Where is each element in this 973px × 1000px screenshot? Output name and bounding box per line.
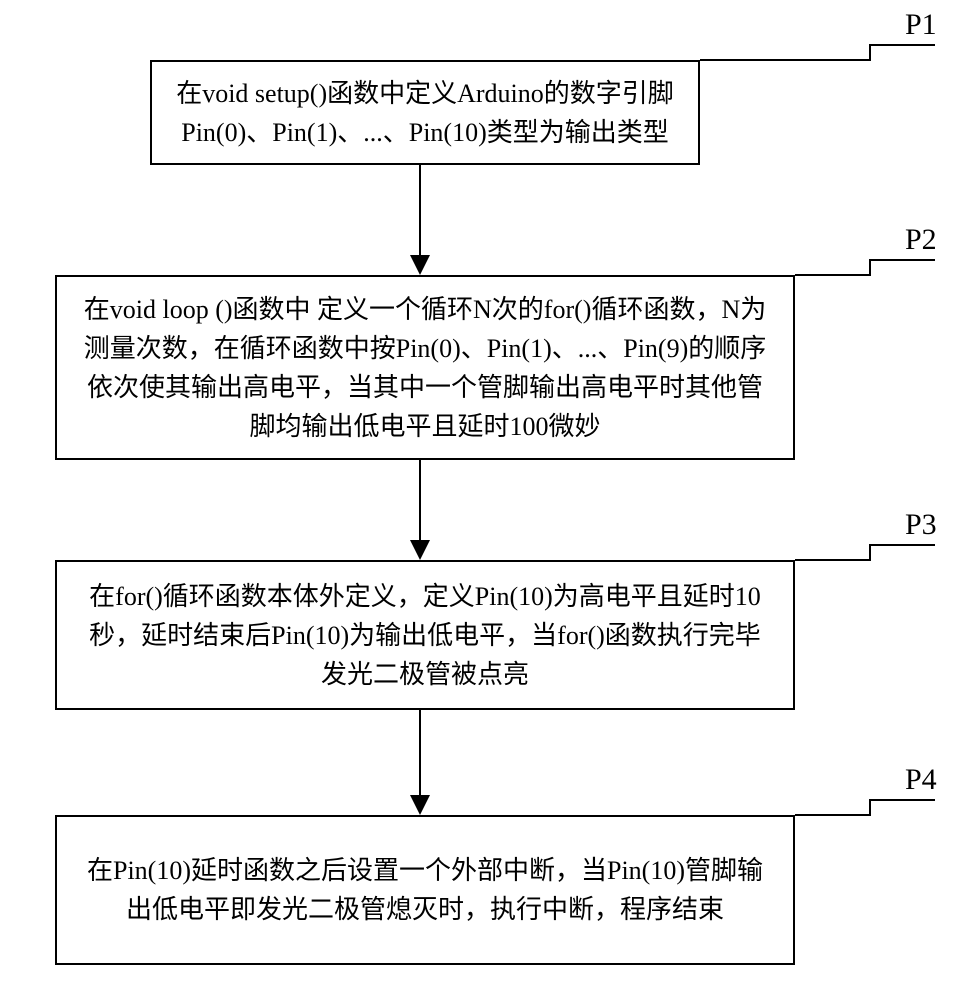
flowchart-container: 在void setup()函数中定义Arduino的数字引脚Pin(0)、Pin… [0, 0, 973, 1000]
label-p4: P4 [905, 763, 937, 797]
bracket-p4 [0, 0, 973, 1000]
